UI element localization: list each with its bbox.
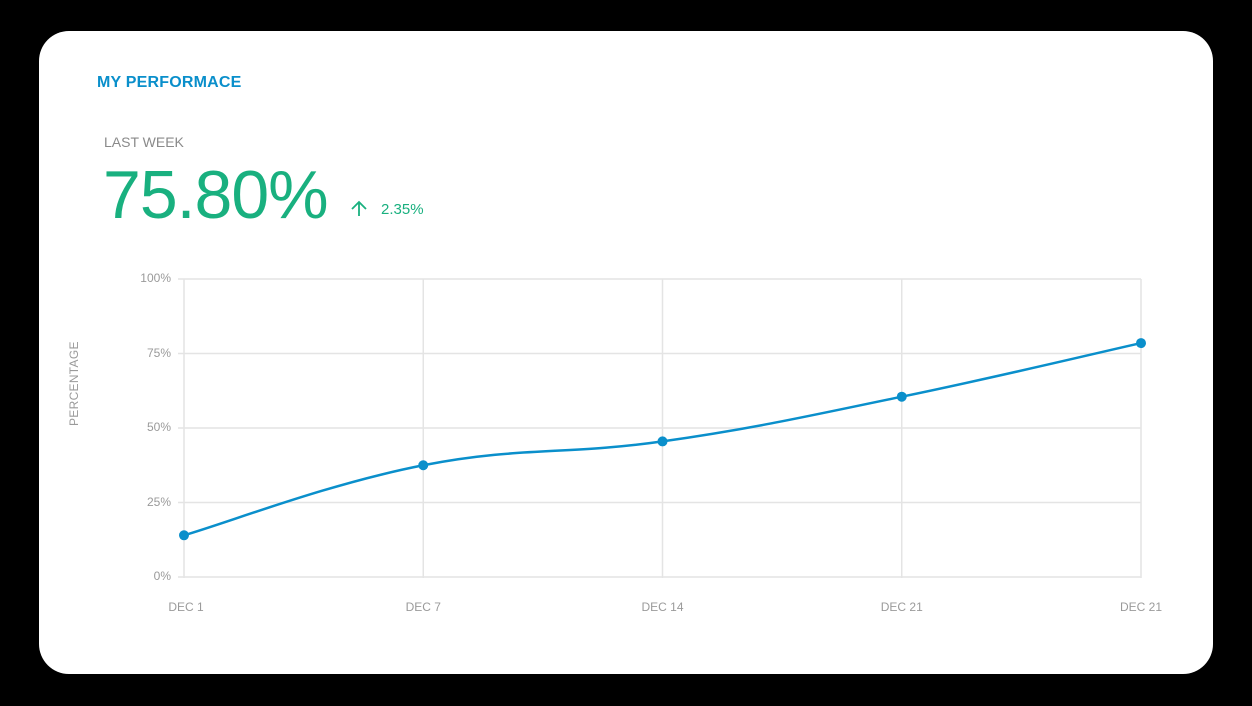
data-point[interactable] xyxy=(1136,338,1146,349)
y-axis-label: PERCENTAGE xyxy=(67,341,81,426)
card-title: MY PERFORMACE xyxy=(97,74,242,91)
line-chart: PERCENTAGE 0% 25% 50% 75% 100% DEC 1 DEC 7 DEC … xyxy=(39,31,1213,674)
x-tick-label: DEC 7 xyxy=(405,600,441,614)
x-tick-label: DEC 14 xyxy=(641,600,684,614)
x-tick-label: DEC 1 xyxy=(168,600,204,614)
y-tick-label: 50% xyxy=(146,420,171,434)
data-point[interactable] xyxy=(179,530,189,541)
delta-value: 2.35% xyxy=(381,200,424,218)
y-tick-label: 100% xyxy=(140,271,171,285)
x-tick-label: DEC 21 xyxy=(1119,600,1163,614)
performance-value: 75.80% xyxy=(103,157,329,233)
y-tick-label: 25% xyxy=(146,494,171,509)
y-tick-label: 75% xyxy=(146,345,171,360)
delta-indicator: 2.35% xyxy=(349,199,424,219)
chart-plot xyxy=(178,278,1146,578)
data-point[interactable] xyxy=(657,436,668,447)
arrow-up-icon xyxy=(351,200,367,216)
x-tick-label: DEC 21 xyxy=(880,600,923,614)
period-label: LAST WEEK xyxy=(104,134,184,150)
performance-card: MY PERFORMACE LAST WEEK 75.80% 2.35% PER… xyxy=(39,31,1213,674)
data-point[interactable] xyxy=(418,460,429,471)
y-tick-label: 0% xyxy=(153,569,171,583)
data-point[interactable] xyxy=(896,391,907,402)
